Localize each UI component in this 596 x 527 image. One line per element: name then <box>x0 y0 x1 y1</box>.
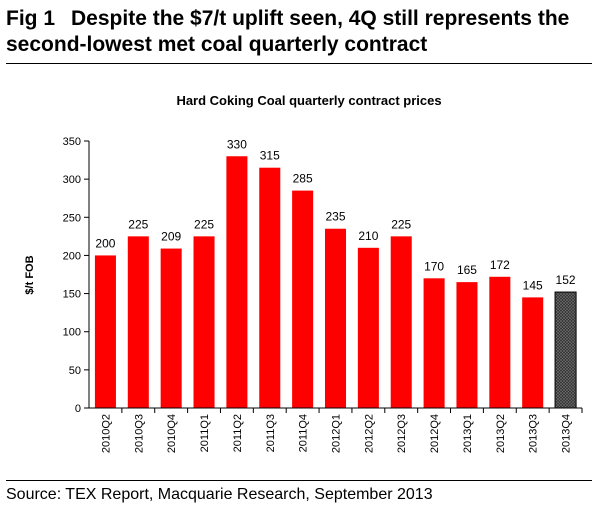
bar <box>423 278 445 408</box>
data-label: 330 <box>227 137 247 151</box>
bar <box>324 228 347 408</box>
bar <box>522 297 544 408</box>
data-label: 225 <box>391 217 411 231</box>
x-tick-label: 2010Q4 <box>166 414 178 453</box>
y-tick-label: 200 <box>63 250 81 262</box>
bar <box>259 167 281 408</box>
data-label: 209 <box>161 230 181 244</box>
source-note: Source: TEX Report, Macquarie Research, … <box>6 486 433 503</box>
x-tick-label: 2010Q2 <box>100 414 112 453</box>
data-label: 145 <box>523 278 543 292</box>
x-tick-label: 2010Q3 <box>133 414 145 453</box>
x-tick-label: 2012Q1 <box>331 414 343 453</box>
y-tick-label: 150 <box>63 289 81 301</box>
title-divider <box>6 63 592 64</box>
y-tick-label: 250 <box>63 212 81 224</box>
bar <box>292 190 314 408</box>
data-label: 170 <box>424 259 444 273</box>
x-tick-label: 2012Q2 <box>363 414 375 453</box>
bar <box>489 276 511 408</box>
y-tick-label: 0 <box>75 403 81 415</box>
figure-number: Fig 1 <box>6 7 56 30</box>
plot-area: 0 50 100 150 200 250 300 350 200 2010Q2 225 2010Q3 2… <box>63 136 583 453</box>
figure-title-text: Despite the $7/t uplift seen, 4Q still r… <box>6 7 570 56</box>
x-tick-label: 2013Q2 <box>495 414 507 453</box>
y-tick-label: 350 <box>63 136 81 148</box>
data-label: 225 <box>194 217 214 231</box>
bar <box>160 248 182 408</box>
bar <box>357 247 379 408</box>
bar <box>193 236 215 408</box>
x-tick-label: 2013Q1 <box>462 414 474 453</box>
x-tick-label: 2012Q4 <box>429 414 441 453</box>
bar-chart: Hard Coking Coal quarterly contract pric… <box>24 93 583 453</box>
bar <box>554 291 577 409</box>
x-tick-label: 2011Q3 <box>265 414 277 452</box>
bar <box>456 282 478 408</box>
source-divider <box>6 480 592 481</box>
x-tick-label: 2012Q3 <box>396 414 408 453</box>
data-label: 225 <box>128 217 148 231</box>
data-label: 172 <box>490 258 510 272</box>
y-axis-label: $/t FOB <box>24 255 36 294</box>
data-label: 235 <box>325 210 345 224</box>
bar <box>390 236 412 408</box>
data-label: 200 <box>95 236 115 250</box>
figure-title: Fig 1 Despite the $7/t uplift seen, 4Q st… <box>6 6 592 58</box>
data-label: 165 <box>457 263 477 277</box>
data-label: 210 <box>358 229 378 243</box>
bar <box>127 236 149 408</box>
y-tick-label: 50 <box>69 365 81 377</box>
data-label: 152 <box>556 273 576 287</box>
data-label: 315 <box>260 149 280 163</box>
x-tick-label: 2013Q4 <box>561 414 573 453</box>
x-tick-label: 2011Q2 <box>232 414 244 452</box>
data-label: 285 <box>293 172 313 186</box>
bar <box>226 156 248 408</box>
x-tick-label: 2011Q4 <box>298 414 310 452</box>
x-tick-label: 2013Q3 <box>528 414 540 453</box>
y-tick-label: 100 <box>63 327 81 339</box>
y-tick-label: 300 <box>63 174 81 186</box>
bar <box>94 255 116 408</box>
x-tick-label: 2011Q1 <box>199 414 211 452</box>
chart-title: Hard Coking Coal quarterly contract pric… <box>176 93 441 108</box>
